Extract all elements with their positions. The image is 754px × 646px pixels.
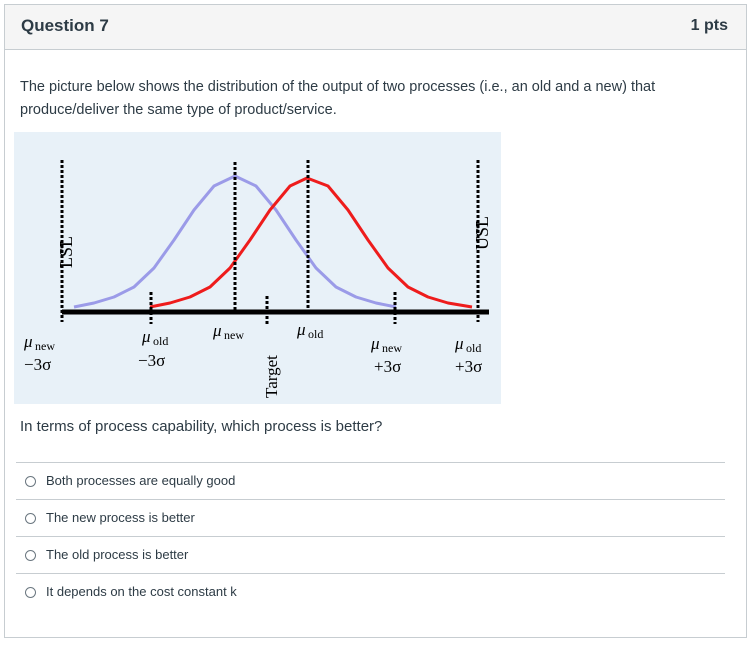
question-title: Question 7 <box>21 16 109 35</box>
mu-new-minus-sigma: −3σ <box>24 355 51 374</box>
answer-option[interactable]: Both processes are equally good <box>16 462 725 499</box>
answer-label[interactable]: The new process is better <box>46 510 195 525</box>
answer-label[interactable]: Both processes are equally good <box>46 473 236 488</box>
target-label: Target <box>262 355 281 398</box>
radio-button[interactable] <box>25 550 36 561</box>
radio-button[interactable] <box>25 587 36 598</box>
mu-old-minus-sub: old <box>153 334 168 348</box>
answer-label[interactable]: It depends on the cost constant k <box>46 584 237 599</box>
question-points: 1 pts <box>690 17 728 34</box>
new-process-curve <box>73 174 397 309</box>
process-distribution-figure: LSL USL Target μ new −3σ μ old −3σ μ new… <box>14 132 501 404</box>
usl-label: USL <box>472 216 492 250</box>
mu-new-minus-symbol: μ <box>23 332 33 351</box>
answer-option[interactable]: The old process is better <box>16 536 725 573</box>
question-header: Question 7 1 pts <box>5 5 746 50</box>
mu-old-plus-sigma: +3σ <box>455 357 482 376</box>
question-stem: The picture below shows the distribution… <box>20 79 656 118</box>
lsl-label: LSL <box>56 236 76 268</box>
mu-new-minus-sub: new <box>35 339 55 353</box>
mu-new-symbol: μ <box>212 321 222 340</box>
answer-option[interactable]: It depends on the cost constant k <box>16 573 725 610</box>
mu-old-minus-sigma: −3σ <box>138 351 165 370</box>
mu-old-minus-symbol: μ <box>141 327 151 346</box>
answer-list: Both processes are equally good The new … <box>16 462 725 610</box>
mu-old-plus-symbol: μ <box>454 334 464 353</box>
mu-new-plus-sigma: +3σ <box>374 357 401 376</box>
radio-button[interactable] <box>25 476 36 487</box>
answer-option[interactable]: The new process is better <box>16 499 725 536</box>
mu-new-sub: new <box>224 328 244 342</box>
mu-old-symbol: μ <box>296 320 306 339</box>
answer-label[interactable]: The old process is better <box>46 547 189 562</box>
figure-background <box>14 132 501 404</box>
mu-new-plus-sub: new <box>382 341 402 355</box>
mu-new-plus-symbol: μ <box>370 334 380 353</box>
mu-old-plus-sub: old <box>466 341 481 355</box>
radio-button[interactable] <box>25 513 36 524</box>
mu-old-sub: old <box>308 327 323 341</box>
question-prompt: In terms of process capability, which pr… <box>20 418 383 435</box>
